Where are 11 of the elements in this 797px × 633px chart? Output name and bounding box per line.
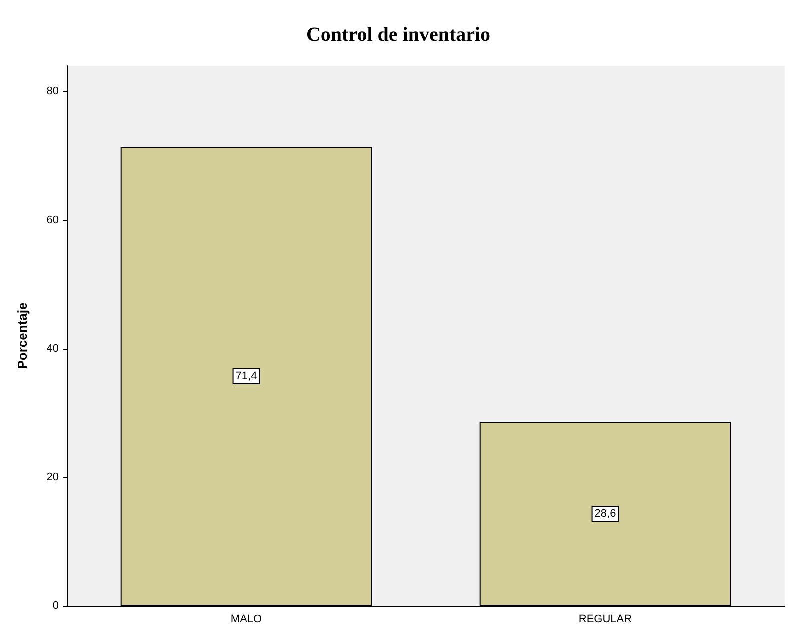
y-tick-label: 80 <box>46 86 59 98</box>
y-tick-label: 0 <box>52 600 59 612</box>
y-tick-label: 40 <box>46 342 59 355</box>
chart-title: Control de inventario <box>306 24 491 46</box>
x-tick-label: MALO <box>230 614 263 626</box>
y-tick-label: 60 <box>46 214 59 226</box>
y-tick-label: 20 <box>46 471 59 484</box>
data-label: 71,4 <box>236 370 258 382</box>
y-axis-title: Porcentaje <box>15 302 30 370</box>
data-label: 28,6 <box>594 508 616 520</box>
x-tick-label: REGULAR <box>578 614 632 626</box>
